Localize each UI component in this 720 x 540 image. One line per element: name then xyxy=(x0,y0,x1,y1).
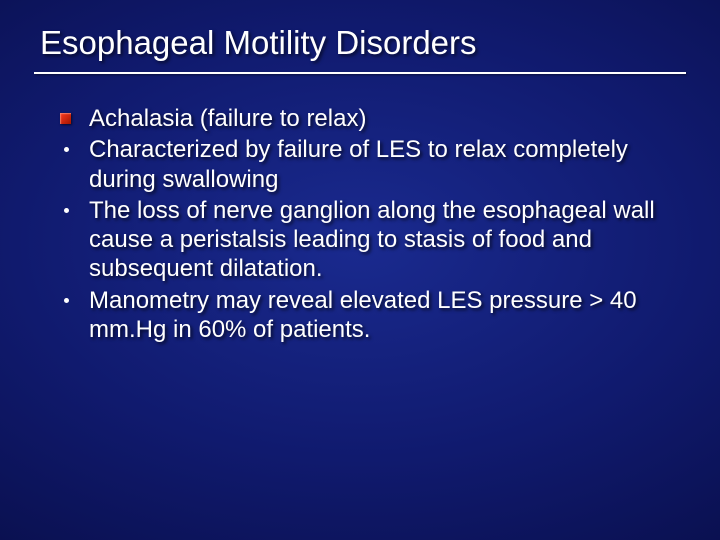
dot-bullet-icon xyxy=(64,208,69,213)
slide: Esophageal Motility Disorders Achalasia … xyxy=(0,0,720,540)
dot-bullet-icon xyxy=(64,298,69,303)
list-item: Achalasia (failure to relax) xyxy=(60,104,672,133)
bullet-text: Achalasia (failure to relax) xyxy=(89,104,366,133)
title-area: Esophageal Motility Disorders xyxy=(0,0,720,66)
list-item: Characterized by failure of LES to relax… xyxy=(60,135,672,194)
bullet-text: Characterized by failure of LES to relax… xyxy=(89,135,672,194)
square-bullet-icon xyxy=(60,113,71,124)
list-item: Manometry may reveal elevated LES pressu… xyxy=(60,286,672,345)
bullet-text: Manometry may reveal elevated LES pressu… xyxy=(89,286,672,345)
bullet-text: The loss of nerve ganglion along the eso… xyxy=(89,196,672,284)
list-item: The loss of nerve ganglion along the eso… xyxy=(60,196,672,284)
slide-title: Esophageal Motility Disorders xyxy=(40,24,680,62)
body-area: Achalasia (failure to relax) Characteriz… xyxy=(0,74,720,344)
dot-bullet-icon xyxy=(64,147,69,152)
